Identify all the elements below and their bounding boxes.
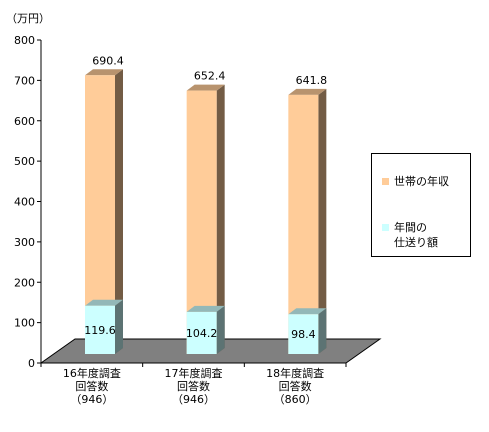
- bar-allowance-front: [288, 314, 319, 354]
- bars-layer: [85, 69, 327, 354]
- category-label-line: （860）: [273, 393, 317, 406]
- data-label-household-income: 641.8: [296, 74, 328, 87]
- bar-allowance-top: [186, 305, 225, 312]
- y-tick-label: 100: [14, 317, 35, 330]
- bar-allowance-front: [186, 311, 217, 354]
- y-tick-label: 500: [14, 155, 35, 168]
- category-label-line: 回答数: [278, 380, 312, 393]
- category-label-line: 16年度調査: [62, 367, 121, 380]
- data-labels-layer: 690.4 119.6 652.4 104.2 641.8 98.4: [84, 54, 327, 341]
- bar-allowance-side: [318, 308, 327, 354]
- legend: 世帯の年収 年間の 仕送り額: [371, 153, 471, 257]
- legend-swatch-household-income: [382, 178, 389, 185]
- legend-swatch-allowance: [382, 224, 389, 231]
- data-label-allowance: 119.6: [84, 324, 116, 337]
- bar-household-income-side: [216, 84, 225, 354]
- category-label-line: 回答数: [177, 380, 210, 393]
- legend-label-allowance: 年間の 仕送り額: [394, 220, 474, 250]
- bar-household-income-side: [318, 88, 327, 354]
- category-label-line: 17年度調査: [164, 367, 223, 380]
- category-label-line: 18年度調査: [266, 367, 325, 380]
- category-label-line: （946）: [70, 393, 114, 406]
- y-tick-label: 200: [14, 276, 35, 289]
- legend-label-allowance-line1: 年間の: [394, 221, 427, 234]
- y-tick-label: 700: [14, 74, 35, 87]
- data-label-household-income: 652.4: [194, 70, 226, 83]
- y-tick-label: 300: [14, 236, 35, 249]
- y-tick-label: 600: [14, 115, 35, 128]
- bar-allowance-front: [85, 305, 115, 354]
- bar-household-income-side: [115, 69, 123, 354]
- y-tick-label: 0: [28, 357, 35, 370]
- y-unit-label: （万円）: [6, 12, 50, 25]
- axis-layer: 0 100 200 300 400 500 600 700 800: [14, 34, 347, 370]
- legend-label-household-income: 世帯の年収: [394, 175, 449, 188]
- y-tick-label: 400: [14, 196, 35, 209]
- data-label-allowance: 104.2: [186, 327, 218, 340]
- category-label: 16年度調査 回答数 （946）: [47, 367, 137, 406]
- legend-label-allowance-line2: 仕送り額: [394, 236, 438, 249]
- bar-household-income-top: [85, 69, 123, 76]
- bar-allowance-top: [85, 299, 123, 306]
- bar-household-income-top: [288, 88, 327, 95]
- bar-allowance-side: [115, 299, 123, 354]
- category-label-line: 回答数: [75, 380, 109, 393]
- category-label: 17年度調査 回答数 （946）: [149, 367, 239, 406]
- data-label-allowance: 98.4: [291, 328, 316, 341]
- category-label-line: （946）: [172, 393, 215, 406]
- data-label-household-income: 690.4: [92, 54, 124, 67]
- bar-allowance-side: [216, 305, 225, 354]
- bar-allowance-top: [288, 308, 327, 315]
- bar-household-income-top: [186, 84, 225, 91]
- category-label: 18年度調査 回答数 （860）: [250, 367, 340, 406]
- y-tick-label: 800: [14, 34, 35, 47]
